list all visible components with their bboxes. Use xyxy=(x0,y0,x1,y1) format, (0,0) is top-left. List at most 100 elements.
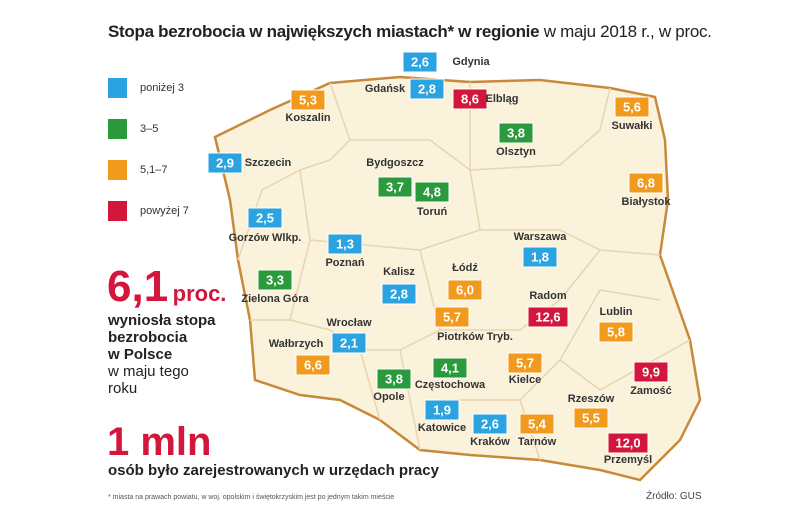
border xyxy=(237,82,351,261)
value-box xyxy=(607,432,649,454)
value-label: 5,6 xyxy=(623,99,641,114)
city-name: Bydgoszcz xyxy=(366,157,424,169)
city-name: Poznań xyxy=(325,257,364,269)
value-box xyxy=(519,413,555,435)
city-name: Gdańsk xyxy=(365,83,406,95)
count: 1 mln xyxy=(107,420,212,464)
value-label: 5,8 xyxy=(607,324,625,339)
value-label: 1,9 xyxy=(433,402,451,417)
city-name: Warszawa xyxy=(514,231,568,243)
region-borders xyxy=(237,82,691,461)
rate: 6,1 proc. xyxy=(107,262,226,312)
value-box xyxy=(331,332,367,354)
city-name: Wrocław xyxy=(326,317,371,329)
city-name: Kalisz xyxy=(383,266,415,278)
value-box xyxy=(377,176,413,198)
value-label: 2,6 xyxy=(411,54,429,69)
value-box xyxy=(381,283,417,305)
city-name: Zielona Góra xyxy=(241,293,309,305)
footnote: * miasta na prawach powiatu, w woj. opol… xyxy=(108,494,395,501)
value-box xyxy=(447,279,483,301)
value-label: 2,1 xyxy=(340,335,358,350)
legend-swatch xyxy=(108,78,127,98)
value-box xyxy=(633,361,669,383)
value-label: 4,8 xyxy=(423,184,441,199)
value-label: 2,9 xyxy=(216,155,234,170)
city-name: Szczecin xyxy=(245,157,292,169)
border xyxy=(359,349,381,421)
city-name: Zamość xyxy=(630,385,672,397)
value-label: 1,3 xyxy=(336,236,354,251)
value-label: 3,8 xyxy=(385,371,403,386)
value-box xyxy=(452,88,488,110)
legend-label: powyżej 7 xyxy=(140,205,189,217)
rate-text: wyniosła stopa bezrobocia w Polsce w maju t… xyxy=(108,312,216,397)
value-label: 5,4 xyxy=(528,416,547,431)
value-label: 2,8 xyxy=(390,286,408,301)
city-name: Olsztyn xyxy=(496,146,536,158)
value-label: 5,3 xyxy=(299,92,317,107)
city-name: Elbląg xyxy=(485,93,518,105)
rate-text-line: w maju tego xyxy=(108,363,189,380)
value-box xyxy=(498,122,534,144)
city-name: Częstochowa xyxy=(415,379,486,391)
value-box xyxy=(522,246,558,268)
rate-text-line: w Polsce xyxy=(108,346,173,363)
value-box xyxy=(614,96,650,118)
value-box xyxy=(472,413,508,435)
value-label: 12,0 xyxy=(615,435,640,450)
rate-text-line: roku xyxy=(108,380,138,397)
legend-swatch xyxy=(108,119,127,139)
legend-label: 5,1–7 xyxy=(140,164,168,176)
value-box xyxy=(424,399,460,421)
city-name: Łódź xyxy=(452,262,478,274)
border xyxy=(469,82,661,256)
value-box xyxy=(409,78,445,100)
city-name: Radom xyxy=(529,290,567,302)
value-label: 3,8 xyxy=(507,125,525,140)
value-box xyxy=(376,368,412,390)
value-box xyxy=(327,233,363,255)
city-name: Koszalin xyxy=(285,112,331,124)
value-box xyxy=(247,207,283,229)
title-normal: w maju 2018 r., w proc. xyxy=(543,22,712,41)
value-label: 2,8 xyxy=(418,81,436,96)
legend-label: poniżej 3 xyxy=(140,82,184,94)
country-outline xyxy=(213,75,702,482)
city-name: Gdynia xyxy=(452,56,490,68)
city-name: Białystok xyxy=(622,196,672,208)
value-label: 4,1 xyxy=(441,360,459,375)
legend-label: 3–5 xyxy=(140,123,158,135)
city-name: Tarnów xyxy=(518,436,557,448)
city-name: Rzeszów xyxy=(568,393,615,405)
value-box xyxy=(295,354,331,376)
city-name: Wałbrzych xyxy=(269,338,324,350)
value-label: 2,6 xyxy=(481,416,499,431)
value-box xyxy=(402,51,438,73)
value-box xyxy=(598,321,634,343)
value-label: 3,7 xyxy=(386,179,404,194)
value-box xyxy=(527,306,569,328)
value-label: 8,6 xyxy=(461,91,479,106)
city-name: Piotrków Tryb. xyxy=(437,331,513,343)
value-label: 1,8 xyxy=(531,249,549,264)
border xyxy=(250,169,311,321)
city-name: Kraków xyxy=(470,436,510,448)
value-box xyxy=(414,181,450,203)
city-name: Kielce xyxy=(509,374,541,386)
value-box xyxy=(573,407,609,429)
title: Stopa bezrobocia w największych miastach… xyxy=(108,22,712,42)
rate-text-line: bezrobocia xyxy=(108,329,188,346)
rate-text-line: wyniosła stopa xyxy=(108,312,216,329)
value-box xyxy=(432,357,468,379)
city-name: Lublin xyxy=(600,306,633,318)
city-name: Gorzów Wlkp. xyxy=(229,232,302,244)
value-label: 5,7 xyxy=(516,355,534,370)
value-label: 9,9 xyxy=(642,364,660,379)
value-box xyxy=(507,352,543,374)
city-name: Przemyśl xyxy=(604,454,652,466)
rate-unit: proc. xyxy=(172,281,227,306)
value-box xyxy=(207,152,243,174)
